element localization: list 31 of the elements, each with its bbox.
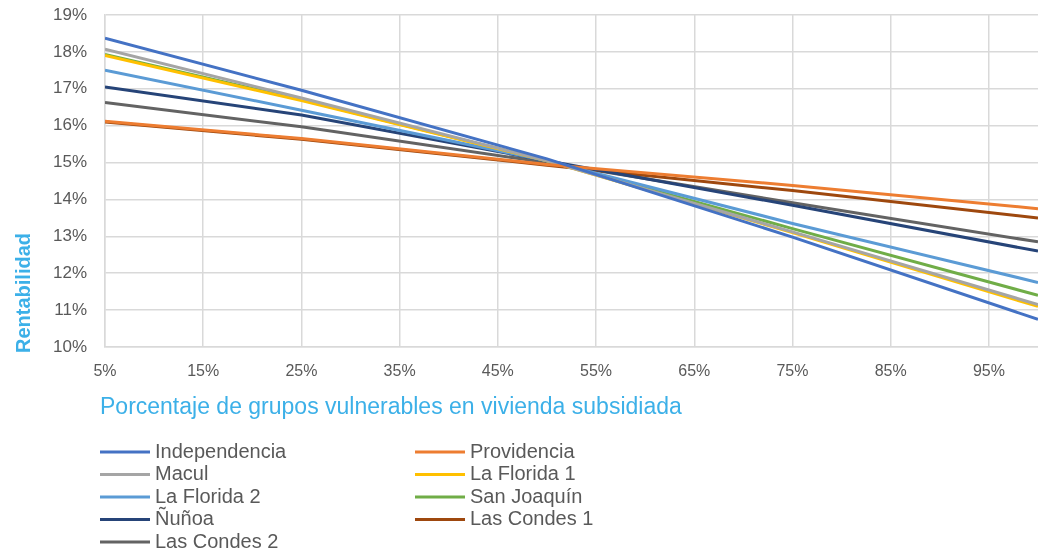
x-tick-label: 25% bbox=[285, 362, 318, 380]
y-tick-label: 15% bbox=[52, 152, 87, 172]
x-tick-label: 85% bbox=[874, 362, 907, 380]
y-tick-label: 14% bbox=[52, 189, 87, 209]
x-tick-label: 65% bbox=[678, 362, 711, 380]
legend-label: Las Condes 2 bbox=[155, 529, 279, 552]
legend-label: San Joaquín bbox=[470, 484, 583, 507]
x-tick-label: 55% bbox=[580, 362, 613, 380]
legend-label: Macul bbox=[155, 462, 209, 485]
y-tick-label: 17% bbox=[52, 78, 87, 98]
legend-label: La Florida 2 bbox=[155, 484, 261, 507]
x-tick-label: 5% bbox=[93, 362, 117, 380]
legend-label: Independencia bbox=[155, 439, 288, 462]
legend-label: Providencia bbox=[470, 439, 576, 462]
y-tick-label: 12% bbox=[52, 262, 87, 282]
y-tick-label: 18% bbox=[52, 41, 87, 61]
y-tick-label: 10% bbox=[52, 336, 87, 356]
legend-label: La Florida 1 bbox=[470, 462, 576, 485]
y-tick-label: 13% bbox=[52, 226, 87, 246]
y-tick-label: 11% bbox=[54, 299, 87, 319]
x-tick-label: 35% bbox=[383, 362, 416, 380]
x-tick-label: 95% bbox=[972, 362, 1005, 380]
x-tick-label: 45% bbox=[481, 362, 514, 380]
x-tick-label: 75% bbox=[776, 362, 809, 380]
x-axis-title: Porcentaje de grupos vulnerables en vivienda subsidiada bbox=[100, 393, 682, 419]
x-tick-label: 15% bbox=[187, 362, 220, 380]
legend-label: Ñuñoa bbox=[155, 506, 215, 530]
legend-label: Las Condes 1 bbox=[470, 507, 594, 530]
y-tick-label: 16% bbox=[52, 115, 87, 135]
y-tick-label: 19% bbox=[52, 4, 87, 24]
y-axis-title: Rentabilidad bbox=[12, 232, 34, 354]
